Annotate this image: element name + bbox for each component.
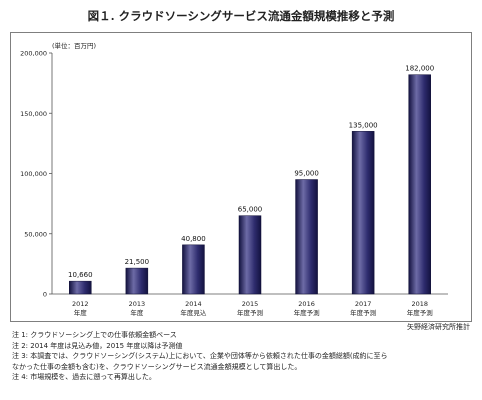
bar-value-label: 40,800 bbox=[181, 235, 206, 243]
bar bbox=[408, 74, 431, 295]
bar-value-label: 10,660 bbox=[68, 271, 93, 279]
bar-value-label: 65,000 bbox=[238, 206, 263, 214]
bar bbox=[125, 267, 149, 295]
bar-value-label: 95,000 bbox=[294, 170, 319, 178]
source-label: 矢野経済研究所推計 bbox=[407, 323, 470, 331]
bar bbox=[182, 244, 205, 295]
x-tick-sublabel: 年度予測 bbox=[407, 308, 433, 317]
x-tick-sublabel: 年度予測 bbox=[237, 308, 263, 317]
x-tick-sublabel: 年度予測 bbox=[350, 308, 376, 317]
x-tick-label: 2013 bbox=[129, 300, 146, 308]
x-tick-label: 2012 bbox=[72, 300, 89, 308]
bar-value-label: 21,500 bbox=[125, 258, 150, 266]
note-1: 注 1: クラウドソーシング上での仕事依頼金額ベース bbox=[12, 331, 177, 339]
bar-value-label: 135,000 bbox=[349, 121, 378, 129]
x-tick-label: 2017 bbox=[355, 300, 372, 308]
x-tick-label: 2014 bbox=[185, 300, 202, 308]
x-tick-label: 2018 bbox=[411, 300, 428, 308]
x-tick-sublabel: 年度見込 bbox=[180, 308, 207, 317]
x-tick-sublabel: 年度 bbox=[130, 308, 144, 317]
y-tick-label: 50,000 bbox=[24, 230, 47, 238]
bar bbox=[69, 280, 92, 295]
bar bbox=[238, 215, 262, 295]
chart-title: 図１. クラウドソーシングサービス流通金額規模推移と予測 bbox=[87, 9, 395, 23]
unit-label: (単位：百万円) bbox=[52, 42, 97, 50]
notes: 注 1: クラウドソーシング上での仕事依頼金額ベース 注 2: 2014 年度は… bbox=[12, 330, 474, 383]
x-tick-label: 2016 bbox=[298, 300, 315, 308]
bar bbox=[295, 179, 318, 295]
bar bbox=[351, 131, 375, 295]
note-2: 注 2: 2014 年度は見込み値，2015 年度以降は予測値 bbox=[12, 341, 183, 350]
y-tick-label: 150,000 bbox=[20, 110, 47, 118]
chart-frame bbox=[10, 32, 472, 322]
note-4: 注 4: 市場規模を、過去に遡って再算出した。 bbox=[12, 373, 156, 382]
x-tick-sublabel: 年度 bbox=[74, 308, 88, 317]
x-tick-sublabel: 年度予測 bbox=[294, 308, 320, 317]
note-3-continued: なかった仕事の金額も含む)を、クラウドソーシングサービス流通金額規模として算出し… bbox=[12, 362, 302, 371]
y-tick-label: 200,000 bbox=[20, 50, 47, 58]
note-3: 注 3: 本調査では、クラウドソーシング(システム)上において、企業や団体等から… bbox=[12, 352, 388, 361]
y-tick-label: 100,000 bbox=[20, 170, 47, 178]
x-tick-label: 2015 bbox=[242, 300, 259, 308]
bar-value-label: 182,000 bbox=[405, 65, 434, 73]
y-tick-label: 0 bbox=[43, 291, 47, 299]
